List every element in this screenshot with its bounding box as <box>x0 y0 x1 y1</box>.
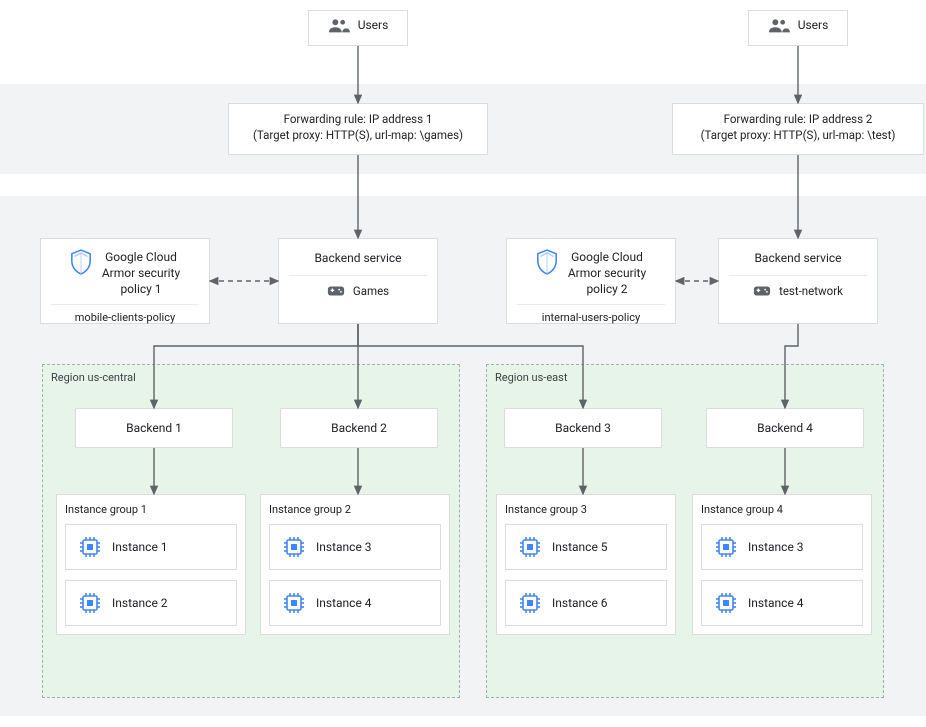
chip-icon <box>282 535 306 559</box>
backend-box: Backend 2 <box>280 408 438 448</box>
users-label: Users <box>798 18 829 32</box>
users-box: Users <box>308 10 408 46</box>
users-box: Users <box>748 10 848 46</box>
instance-box: Instance 3 <box>269 524 441 570</box>
users-icon <box>768 17 790 33</box>
shield-icon <box>70 249 92 275</box>
instance-box: Instance 3 <box>701 524 863 570</box>
service-sub: Games <box>353 284 389 298</box>
service-sub: test-network <box>779 284 843 298</box>
backend-box: Backend 4 <box>706 408 864 448</box>
chip-icon <box>518 535 542 559</box>
backend-service-box: Backend service test-network <box>718 238 878 324</box>
backend-label: Backend 3 <box>555 421 611 435</box>
instance-group-box: Instance group 2 Instance 3 Instance 4 <box>260 494 450 635</box>
chip-icon <box>78 535 102 559</box>
forwarding-rule-box: Forwarding rule: IP address 2(Target pro… <box>672 103 924 155</box>
policy-name: mobile-clients-policy <box>51 304 199 324</box>
instance-box: Instance 4 <box>269 580 441 626</box>
shield-icon <box>536 249 558 275</box>
backend-label: Backend 4 <box>757 421 813 435</box>
instance-box: Instance 4 <box>701 580 863 626</box>
service-title: Backend service <box>289 251 427 265</box>
instance-label: Instance 4 <box>316 596 372 610</box>
instance-label: Instance 3 <box>316 540 372 554</box>
instance-box: Instance 6 <box>505 580 667 626</box>
chip-icon <box>518 591 542 615</box>
chip-icon <box>282 591 306 615</box>
backend-label: Backend 2 <box>331 421 387 435</box>
backend-box: Backend 1 <box>75 408 233 448</box>
region-label: Region us-central <box>51 371 136 384</box>
instance-label: Instance 3 <box>748 540 804 554</box>
instance-group-label: Instance group 4 <box>701 503 863 516</box>
backend-label: Backend 1 <box>126 421 182 435</box>
forwarding-line2: (Target proxy: HTTP(S), url-map: \games) <box>239 128 477 144</box>
forwarding-line2: (Target proxy: HTTP(S), url-map: \test) <box>683 128 913 144</box>
instance-label: Instance 5 <box>552 540 608 554</box>
chip-icon <box>78 591 102 615</box>
security-policy-box: Google CloudArmor securitypolicy 1mobile… <box>40 238 210 324</box>
users-label: Users <box>358 18 389 32</box>
users-icon <box>328 17 350 33</box>
forwarding-rule-box: Forwarding rule: IP address 1(Target pro… <box>228 103 488 155</box>
instance-group-box: Instance group 3 Instance 5 Instance 6 <box>496 494 676 635</box>
instance-label: Instance 1 <box>112 540 168 554</box>
instance-box: Instance 1 <box>65 524 237 570</box>
service-title: Backend service <box>729 251 867 265</box>
instance-group-label: Instance group 3 <box>505 503 667 516</box>
instance-box: Instance 5 <box>505 524 667 570</box>
gamepad-icon <box>327 284 345 298</box>
instance-group-label: Instance group 1 <box>65 503 237 516</box>
security-policy-box: Google CloudArmor securitypolicy 2intern… <box>506 238 676 324</box>
instance-group-label: Instance group 2 <box>269 503 441 516</box>
backend-box: Backend 3 <box>504 408 662 448</box>
instance-label: Instance 2 <box>112 596 168 610</box>
instance-group-box: Instance group 1 Instance 1 Instance 2 <box>56 494 246 635</box>
chip-icon <box>714 591 738 615</box>
forwarding-line1: Forwarding rule: IP address 1 <box>239 112 477 128</box>
instance-box: Instance 2 <box>65 580 237 626</box>
region-label: Region us-east <box>495 371 567 384</box>
instance-group-box: Instance group 4 Instance 3 Instance 4 <box>692 494 872 635</box>
instance-label: Instance 6 <box>552 596 608 610</box>
instance-label: Instance 4 <box>748 596 804 610</box>
chip-icon <box>714 535 738 559</box>
gamepad-icon <box>753 284 771 298</box>
backend-service-box: Backend service Games <box>278 238 438 324</box>
policy-name: internal-users-policy <box>517 304 665 324</box>
forwarding-line1: Forwarding rule: IP address 2 <box>683 112 913 128</box>
